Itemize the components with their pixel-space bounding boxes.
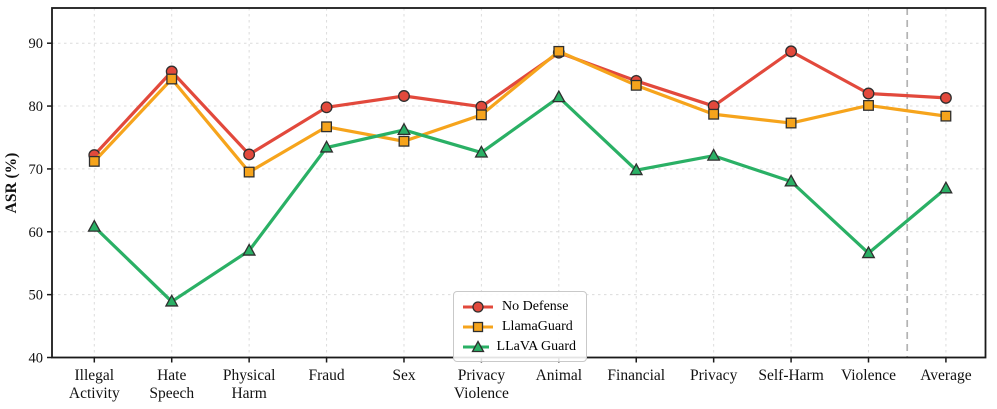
data-point-marker xyxy=(398,90,410,102)
x-tick-label: Fraud xyxy=(308,367,344,384)
legend-label: LLaVA Guard xyxy=(496,338,576,354)
data-point-marker xyxy=(320,101,333,114)
data-point-marker xyxy=(939,180,953,194)
data-point-marker xyxy=(319,139,334,153)
legend-label: No Defense xyxy=(502,298,569,314)
data-point-marker xyxy=(321,121,333,133)
x-tick-label: Hate Speech xyxy=(149,367,194,402)
data-point-marker xyxy=(629,162,644,176)
data-point-marker xyxy=(164,294,179,307)
orange-square-marker-icon xyxy=(463,321,493,332)
x-tick-label: Violence xyxy=(841,367,896,384)
x-tick-label: Self-Harm xyxy=(758,367,823,384)
green-triangle-marker-icon xyxy=(463,339,489,352)
data-point-marker xyxy=(88,155,100,167)
data-point-marker xyxy=(551,89,566,103)
x-tick-label: Average xyxy=(920,367,971,384)
data-point-marker xyxy=(166,73,178,85)
y-axis-label: ASR (%) xyxy=(3,153,20,214)
x-tick-label: Privacy xyxy=(690,367,738,384)
data-point-marker xyxy=(397,122,411,135)
data-point-marker xyxy=(785,117,797,129)
legend-item-llava-guard: LLaVA Guard xyxy=(462,337,576,356)
legend-item-llamaguard: LlamaGuard xyxy=(462,317,576,336)
data-point-marker xyxy=(475,109,487,121)
data-point-marker xyxy=(706,148,721,161)
data-point-marker xyxy=(861,245,876,259)
data-point-marker xyxy=(784,173,798,187)
y-tick-label: 40 xyxy=(29,351,44,367)
data-point-marker xyxy=(242,243,257,256)
y-tick-label: 60 xyxy=(29,225,44,241)
data-point-marker xyxy=(940,110,952,122)
data-point-marker xyxy=(398,135,410,147)
series-no-defense xyxy=(88,45,952,162)
legend-item-no-defense: No Defense xyxy=(462,297,576,316)
x-tick-label: Illegal Activity xyxy=(69,367,120,402)
series-llamaguard xyxy=(88,45,952,178)
x-tick-label: Sex xyxy=(392,367,416,384)
x-tick-label: Financial xyxy=(607,367,665,384)
data-point-marker xyxy=(474,145,489,158)
y-tick-label: 50 xyxy=(29,288,44,304)
axes: 40 50 60 70 80 90 Illegal Activity Hate Speech Phy… xyxy=(29,36,972,402)
series-llava-guard xyxy=(87,89,953,307)
y-tick-label: 90 xyxy=(29,36,44,52)
data-point-marker xyxy=(863,99,874,111)
data-point-marker xyxy=(939,91,952,104)
red-circle-marker-icon xyxy=(463,300,493,313)
legend-label: LlamaGuard xyxy=(502,318,573,334)
x-tick-label: Physical Harm xyxy=(223,367,276,402)
data-point-marker xyxy=(553,45,565,57)
data-point-marker xyxy=(785,45,798,58)
data-point-marker xyxy=(630,79,642,91)
data-point-marker xyxy=(243,166,255,178)
data-point-marker xyxy=(243,148,256,161)
x-tick-label: Privacy Violence xyxy=(454,367,509,402)
legend: No Defense LlamaGuard LLaVA Guard xyxy=(453,291,587,362)
data-point-marker xyxy=(862,87,875,100)
data-point-marker xyxy=(87,219,102,232)
data-point-marker xyxy=(708,108,720,120)
y-tick-label: 80 xyxy=(29,99,44,115)
x-tick-label: Animal xyxy=(536,367,583,384)
y-tick-label: 70 xyxy=(29,162,44,178)
